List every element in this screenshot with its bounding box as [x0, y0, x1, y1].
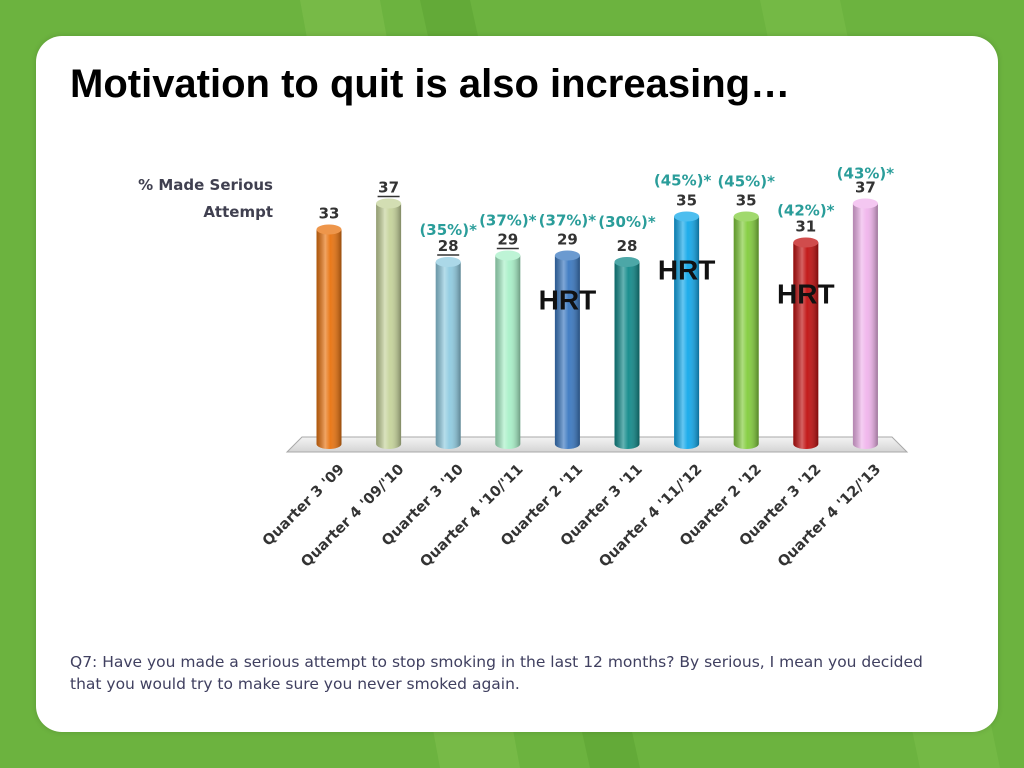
- annotation-label: (45%)*: [717, 173, 775, 191]
- y-axis-label-line-1: % Made Serious: [138, 176, 273, 194]
- bar: [733, 211, 759, 449]
- annotation-label: (37%)*: [479, 212, 537, 230]
- hrt-label: HRT: [539, 285, 597, 316]
- value-label: 28: [438, 237, 459, 255]
- hrt-label: HRT: [777, 279, 835, 310]
- category-label: Quarter 4 '10/'11: [418, 462, 527, 571]
- value-label: 31: [795, 218, 816, 236]
- value-label: 35: [676, 192, 697, 210]
- annotation-label: (43%)*: [837, 165, 895, 183]
- value-label: 28: [617, 237, 638, 255]
- hrt-label: HRT: [658, 255, 716, 286]
- category-label: Quarter 4 '11/'12: [596, 462, 705, 571]
- bar: [376, 198, 402, 449]
- bar: [554, 250, 580, 449]
- value-label: 29: [497, 231, 518, 249]
- bar: [852, 198, 878, 449]
- annotation-label: (45%)*: [654, 172, 712, 190]
- slide-title: Motivation to quit is also increasing…: [70, 62, 791, 106]
- bars: [316, 198, 878, 449]
- annotation-label: (35%)*: [419, 221, 477, 239]
- bar: [614, 257, 640, 449]
- bar: [495, 250, 521, 449]
- question-footnote: Q7: Have you made a serious attempt to s…: [70, 653, 923, 693]
- annotation-label: (37%)*: [539, 212, 597, 230]
- category-label: Quarter 4 '12/'13: [775, 462, 884, 571]
- bar: [674, 211, 700, 449]
- bar: [435, 257, 461, 449]
- bar: [316, 224, 342, 449]
- annotation-label: (42%)*: [777, 202, 835, 220]
- bar: [793, 237, 819, 449]
- category-label: Quarter 4 '09/'10: [298, 462, 407, 571]
- annotation-label: (30%)*: [598, 213, 656, 231]
- value-label: 37: [378, 179, 399, 197]
- value-label: 37: [855, 179, 876, 197]
- value-label: 35: [736, 192, 757, 210]
- value-label: 29: [557, 231, 578, 249]
- y-axis-label-line-2: Attempt: [203, 203, 273, 221]
- value-label: 33: [319, 205, 340, 223]
